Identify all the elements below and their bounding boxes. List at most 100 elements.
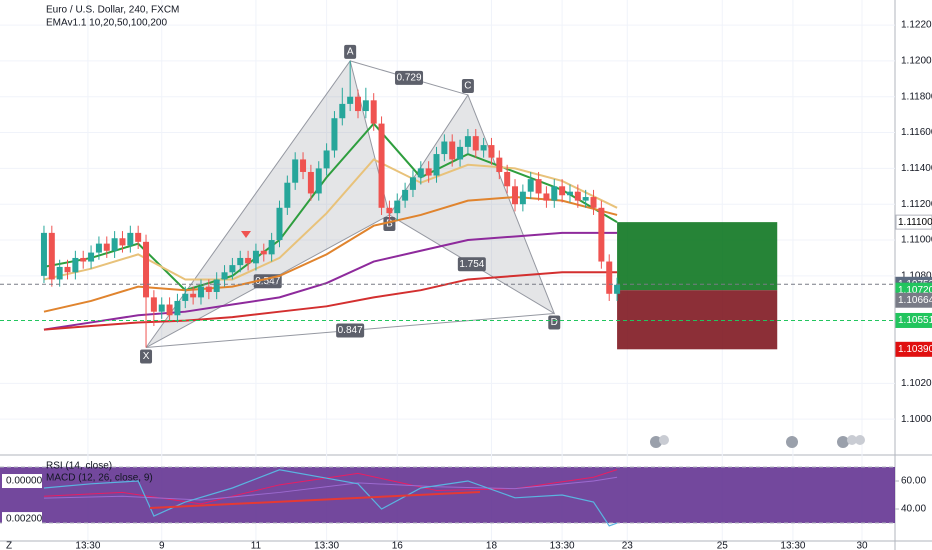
candle-body <box>464 136 471 147</box>
candle-body <box>127 232 134 246</box>
candle-body <box>56 266 63 280</box>
candle-body <box>543 193 550 201</box>
rsi-legend: RSI (14, close) <box>46 461 112 472</box>
chart-subtitle: EMAv1.1 10,20,50,100,200 <box>46 18 167 29</box>
rsi-line <box>43 469 618 527</box>
candle-body <box>323 150 330 169</box>
candle-body <box>409 177 416 190</box>
ratio-box <box>395 70 424 85</box>
x-tick-label: 23 <box>622 541 634 550</box>
candle-body <box>315 168 322 194</box>
candle-body <box>559 186 566 196</box>
y-tick-label: 1.11200 <box>901 199 932 210</box>
price-label-box <box>895 292 932 308</box>
chart-title: Euro / U.S. Dollar, 240, FXCM <box>46 5 179 16</box>
candle-body <box>40 232 47 276</box>
point-box <box>344 44 357 59</box>
candle-body <box>268 240 275 255</box>
rsi-tick-label: 60.00 <box>901 476 926 487</box>
candle-body <box>582 197 589 201</box>
candle-body <box>394 200 401 214</box>
trend-line <box>149 491 481 509</box>
candle-body <box>150 297 157 312</box>
price-label: 1.10390 <box>898 344 932 355</box>
ratio-label: 1.754 <box>459 259 484 270</box>
price-label: 1.10664 <box>898 295 932 306</box>
candle-body <box>111 238 118 251</box>
x-tick-label: 13:30 <box>314 541 339 550</box>
y-tick-label: 1.11400 <box>901 163 932 174</box>
event-icons <box>650 435 865 448</box>
candle-body <box>480 145 487 151</box>
macd-tick-box <box>2 474 42 489</box>
x-tick-label: 11 <box>251 541 262 550</box>
candle-body <box>378 123 385 208</box>
candle-body <box>64 266 71 273</box>
candle-body <box>213 279 220 292</box>
price-label: 1.11100 <box>898 217 932 228</box>
candle-body <box>425 168 432 176</box>
candles <box>40 60 621 348</box>
candle-body <box>449 141 456 160</box>
candle-body <box>143 241 150 298</box>
point-box <box>140 349 153 364</box>
ratio-box <box>457 257 486 272</box>
candle-body <box>441 141 448 155</box>
candle-body <box>119 238 126 246</box>
candle-body <box>300 159 307 172</box>
candle-body <box>472 136 479 151</box>
candle-body <box>190 293 197 298</box>
candle-body <box>488 145 495 158</box>
point-label: A <box>347 47 354 58</box>
ema-line <box>43 158 618 281</box>
y-tick-label: 1.11000 <box>901 235 932 246</box>
candle-body <box>307 171 314 194</box>
candle-body <box>535 179 542 194</box>
indicator-pane: 60.00 40.00 0.00000 0.00200 <box>0 466 926 527</box>
candle-body <box>355 96 361 112</box>
stop-zone <box>617 290 778 350</box>
y-tick-label: 1.10800 <box>901 271 932 282</box>
macd-line <box>43 476 618 501</box>
candle-body <box>292 159 299 183</box>
y-tick-label: 1.12000 <box>901 56 932 67</box>
ema-line <box>43 271 618 331</box>
x-tick-label: 13:30 <box>780 541 805 550</box>
ratio-label: 0.547 <box>255 276 280 287</box>
macd-tick-label: 0.00200 <box>6 514 43 525</box>
candle-body <box>370 100 377 124</box>
macd-line <box>43 469 618 505</box>
candle-body <box>80 257 87 262</box>
pattern: 0.547 0.729 1.754 0.847 X A B C D <box>140 44 561 364</box>
candle-body <box>614 284 621 294</box>
candle-body <box>245 257 252 264</box>
zoom-icon[interactable]: Z <box>6 541 12 550</box>
candle-body <box>527 179 534 192</box>
candle-body <box>48 232 55 280</box>
candle-body <box>457 146 464 160</box>
candle-body <box>402 189 409 201</box>
point-box <box>461 78 474 93</box>
x-tick-label: 9 <box>159 541 165 550</box>
candle-body <box>606 261 613 294</box>
candle-body <box>519 191 526 205</box>
ratio-box <box>336 323 365 338</box>
y-tick-label: 1.11800 <box>901 91 932 102</box>
point-box <box>548 315 561 330</box>
macd-tick-box <box>2 512 42 527</box>
candle-body <box>237 257 244 266</box>
candle-body <box>205 286 212 292</box>
rsi-band <box>0 466 895 524</box>
candle-body <box>590 197 597 208</box>
y-tick-label: 1.10200 <box>901 378 932 389</box>
candle-body <box>166 304 173 316</box>
candle-body <box>135 232 142 242</box>
price-label: 1.10720 <box>898 285 932 296</box>
point-label: D <box>551 317 558 328</box>
candle-body <box>433 154 440 176</box>
candle-body <box>221 272 228 280</box>
x-tick-label: 25 <box>717 541 729 550</box>
candle-body <box>504 171 511 187</box>
candle-body <box>260 250 267 255</box>
